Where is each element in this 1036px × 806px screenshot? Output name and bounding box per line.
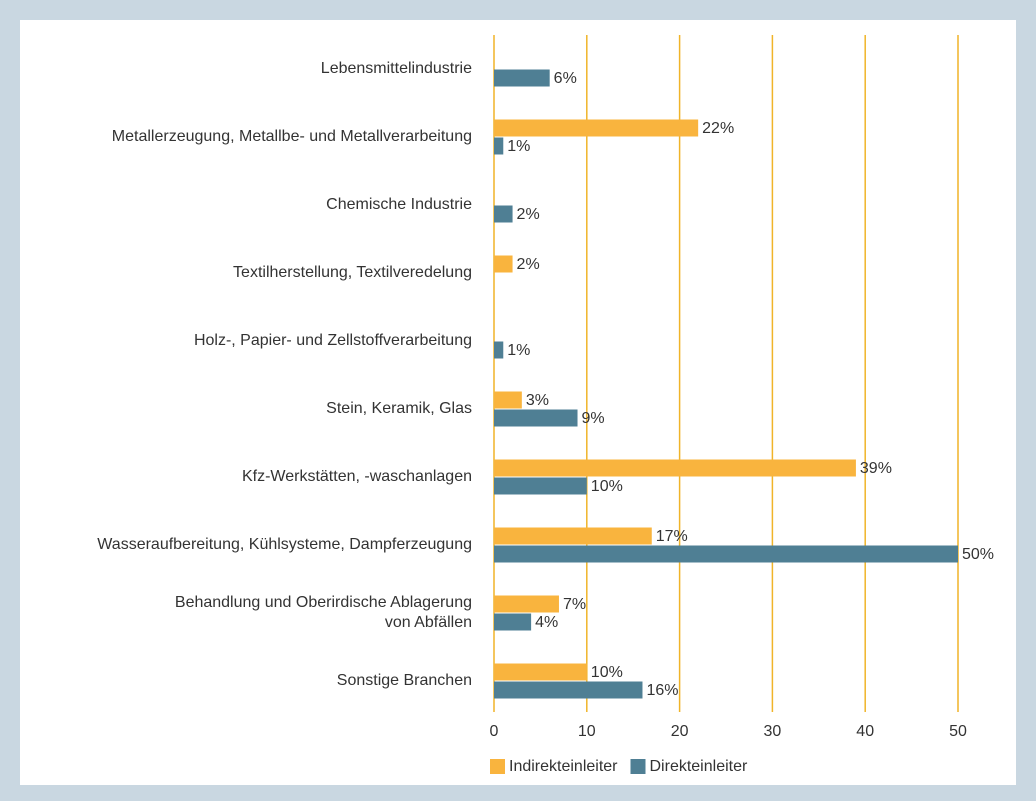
category-label: Holz-, Papier- und Zellstoffverarbeitung: [194, 332, 472, 349]
category-label: Kfz-Werkstätten, -waschanlagen: [242, 468, 472, 485]
bar: [494, 459, 856, 477]
value-label: 2%: [517, 206, 540, 223]
value-label: 22%: [702, 120, 734, 137]
x-tick-label: 0: [490, 723, 499, 740]
bar: [494, 527, 652, 545]
bar: [494, 595, 559, 613]
value-label: 16%: [646, 682, 678, 699]
legend-label: Direkteinleiter: [650, 758, 748, 775]
value-label: 10%: [591, 478, 623, 495]
legend-swatch: [490, 759, 505, 774]
bar: [494, 477, 587, 495]
bar: [494, 341, 504, 359]
bar: [494, 69, 550, 87]
category-label: Behandlung und Oberirdische Ablagerung vo…: [175, 594, 472, 631]
value-label: 7%: [563, 596, 586, 613]
category-label: Stein, Keramik, Glas: [326, 400, 472, 417]
bar: [494, 545, 958, 563]
bar: [494, 205, 513, 223]
bar: [494, 663, 587, 681]
x-tick-label: 30: [764, 723, 782, 740]
category-label: Chemische Industrie: [326, 196, 472, 213]
x-tick-label: 50: [949, 723, 967, 740]
value-label: 1%: [507, 342, 530, 359]
value-label: 1%: [507, 138, 530, 155]
legend-label: Indirekteinleiter: [509, 758, 618, 775]
bar: [494, 137, 504, 155]
bar: [494, 255, 513, 273]
category-label: Textilherstellung, Textilveredelung: [233, 264, 472, 281]
bar: [494, 119, 699, 137]
value-label: 6%: [554, 70, 577, 87]
category-label: Wasseraufbereitung, Kühlsysteme, Dampfer…: [97, 536, 472, 553]
bar: [494, 391, 522, 409]
category-label: Metallerzeugung, Metallbe- und Metallver…: [112, 128, 472, 145]
bar: [494, 613, 532, 631]
x-tick-label: 40: [856, 723, 874, 740]
value-label: 9%: [582, 410, 605, 427]
value-label: 2%: [517, 256, 540, 273]
category-label: Sonstige Branchen: [337, 672, 472, 689]
bar: [494, 681, 643, 699]
value-label: 4%: [535, 614, 558, 631]
value-label: 3%: [526, 392, 549, 409]
value-label: 17%: [656, 528, 688, 545]
x-tick-label: 20: [671, 723, 689, 740]
bar: [494, 409, 578, 427]
legend-swatch: [630, 759, 646, 774]
x-tick-label: 10: [578, 723, 596, 740]
value-label: 10%: [591, 664, 623, 681]
value-label: 39%: [860, 460, 892, 477]
value-label: 50%: [962, 546, 994, 563]
category-label: Lebensmittelindustrie: [321, 60, 472, 77]
